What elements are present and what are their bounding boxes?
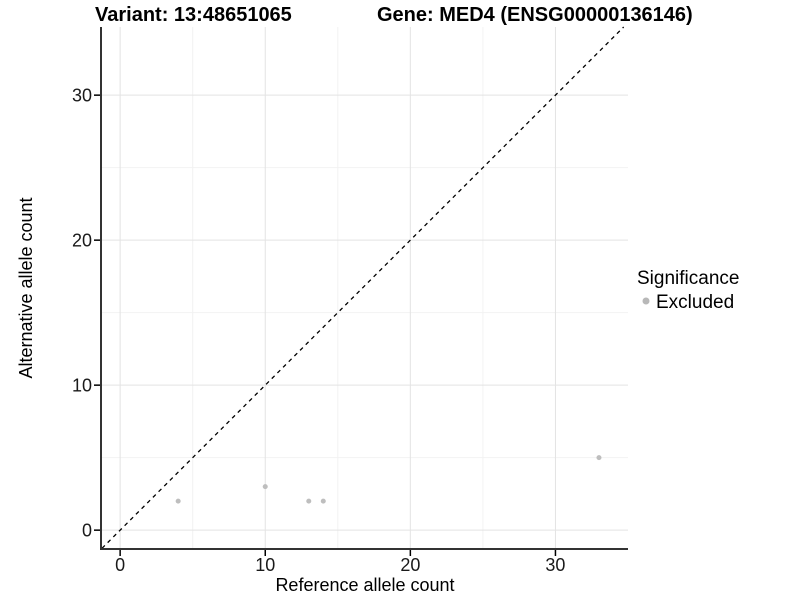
- x-axis-title: Reference allele count: [275, 575, 454, 595]
- y-axis-title: Alternative allele count: [16, 197, 36, 378]
- scatter-point: [262, 484, 268, 490]
- data-points: [175, 455, 602, 504]
- axis-lines: [100, 27, 628, 550]
- x-tick-label: 10: [255, 555, 275, 575]
- plot-title-gene: Gene: MED4 (ENSG00000136146): [377, 4, 693, 26]
- x-tick-label: 30: [545, 555, 565, 575]
- major-gridlines: [102, 27, 628, 549]
- identity-line: [101, 26, 625, 549]
- y-tick-label: 30: [72, 86, 92, 106]
- scatter-point: [596, 455, 602, 461]
- y-tick-label: 0: [82, 521, 92, 541]
- legend: Significance Excluded: [637, 268, 739, 313]
- scatter-point: [306, 498, 312, 504]
- scatter-point: [175, 498, 181, 504]
- minor-gridlines: [102, 27, 628, 549]
- tick-marks: [94, 94, 557, 556]
- y-tick-label: 10: [72, 376, 92, 396]
- identity-dashed-line: [101, 26, 625, 549]
- legend-key-excluded-dot: [642, 297, 650, 305]
- x-tick-label: 20: [400, 555, 420, 575]
- scatter-point: [320, 498, 326, 504]
- x-tick-label: 0: [115, 555, 125, 575]
- legend-label-excluded: Excluded: [656, 292, 734, 313]
- plot-title-variant: Variant: 13:48651065: [95, 4, 292, 26]
- legend-title: Significance: [637, 268, 739, 289]
- tick-labels: 0 10 20 30 0 10 20 30: [72, 86, 565, 575]
- y-tick-label: 20: [72, 231, 92, 251]
